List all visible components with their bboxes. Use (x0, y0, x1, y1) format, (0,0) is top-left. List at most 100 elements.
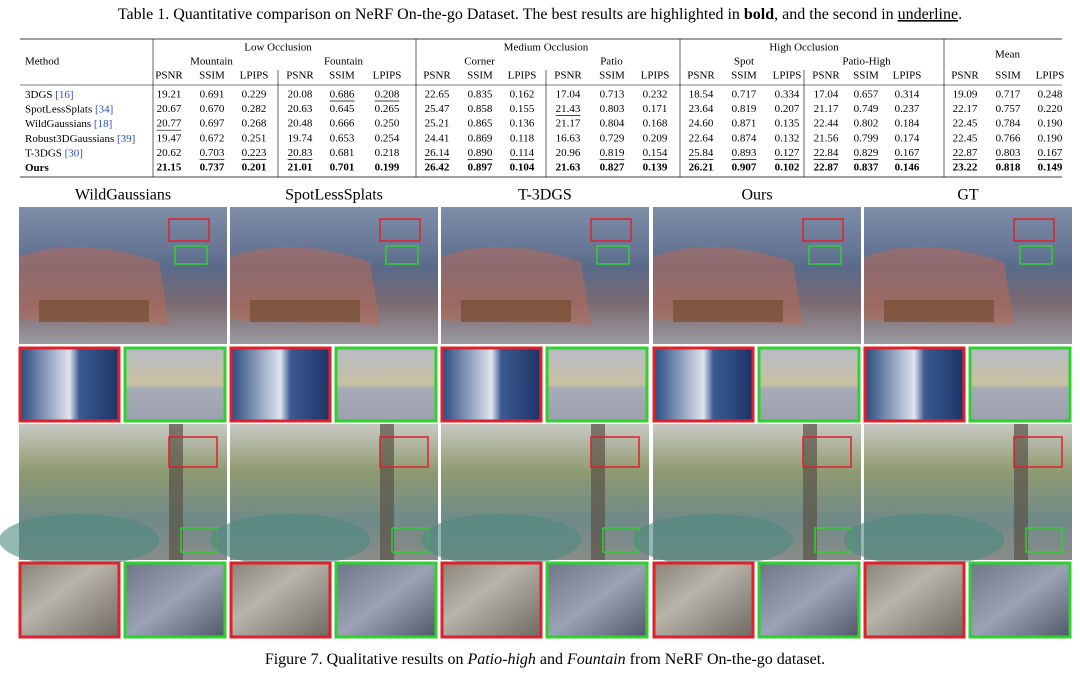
table-cell: 0.232 (643, 89, 668, 101)
table-cell: 0.167 (1038, 147, 1063, 159)
table-cell: 0.890 (468, 147, 493, 159)
metric-header: LPIPS (508, 70, 537, 82)
table-cell: 0.199 (375, 162, 400, 174)
table-cell: 0.136 (510, 118, 535, 130)
table-cell: 0.171 (643, 103, 668, 115)
metric-header: SSIM (853, 70, 879, 82)
metric-header: PSNR (812, 70, 840, 82)
table-cell: 0.251 (242, 132, 267, 144)
method-label: WildGaussians (25, 118, 91, 130)
metric-header: LPIPS (641, 70, 670, 82)
crop-red (652, 346, 755, 423)
zoom-box-green (1019, 245, 1053, 265)
table-cell: 26.21 (689, 162, 714, 174)
table-cell: 0.865 (468, 118, 493, 130)
crop-green (968, 346, 1072, 423)
table-cell: 0.265 (375, 103, 400, 115)
table-cell: 0.819 (600, 147, 625, 159)
table-cell: 0.167 (895, 147, 920, 159)
table-cell: 0.282 (242, 103, 267, 115)
metric-header: PSNR (423, 70, 451, 82)
table-cell: 22.84 (814, 147, 839, 159)
table-cell: 0.691 (200, 89, 225, 101)
table-cell: 0.717 (732, 89, 757, 101)
crop-green (757, 561, 861, 639)
table-cell: 0.803 (600, 103, 625, 115)
zoom-box-red (1013, 218, 1055, 242)
caption-part: . (958, 6, 962, 23)
table-cell: 0.799 (854, 132, 879, 144)
citation: [30] (65, 147, 83, 159)
crop-green (334, 346, 438, 423)
metric-header: SSIM (731, 70, 757, 82)
table-cell: 0.713 (600, 89, 625, 101)
table-cell: 26.14 (425, 147, 450, 159)
table-cell: 0.118 (510, 132, 535, 144)
scene-header: Spot (734, 56, 754, 68)
table-cell: 0.835 (468, 89, 493, 101)
metric-header: PSNR (554, 70, 582, 82)
zoom-box-red (590, 436, 640, 468)
scene-header: Fountain (324, 56, 364, 68)
scene-header: Patio (600, 56, 623, 68)
table-cell: 0.154 (643, 147, 668, 159)
table-cell: 0.114 (510, 147, 535, 159)
table-cell: 22.17 (953, 103, 978, 115)
caption-part: Table 1. Quantitative comparison on NeRF… (118, 6, 744, 23)
table-cell: 21.43 (556, 103, 581, 115)
table-cell: 0.897 (468, 162, 493, 174)
metric-header: PSNR (155, 70, 183, 82)
table-cell: 17.04 (556, 89, 581, 101)
table-cell: 0.818 (996, 162, 1021, 174)
image-detail (844, 514, 1004, 566)
table-cell: 0.248 (1038, 89, 1063, 101)
method-name: Robust3DGaussians [39] (25, 132, 135, 144)
image-detail (0, 514, 159, 566)
crop-green (123, 346, 227, 423)
column-label: WildGaussians (75, 187, 171, 204)
table-cell: 0.871 (732, 118, 757, 130)
zoom-box-red (590, 218, 632, 242)
table-cell: 17.04 (814, 89, 839, 101)
zoom-box-green (174, 245, 208, 265)
table-cell: 0.657 (854, 89, 879, 101)
image-detail (421, 514, 581, 566)
method-label: T-3DGS (25, 147, 62, 159)
table-cell: 0.314 (895, 89, 920, 101)
table-cell: 0.717 (996, 89, 1021, 101)
image-detail (380, 424, 394, 560)
metric-header: LPIPS (773, 70, 802, 82)
table-cell: 0.102 (775, 162, 800, 174)
table-cell: 0.803 (996, 147, 1021, 159)
table-cell: 0.135 (775, 118, 800, 130)
zoom-box-red (802, 218, 844, 242)
table-cell: 0.672 (200, 132, 225, 144)
image-detail (673, 300, 783, 322)
table-cell: 21.56 (814, 132, 839, 144)
metric-header: SSIM (995, 70, 1021, 82)
method-label: Robust3DGaussians (25, 132, 114, 144)
table-cell: 0.190 (1038, 132, 1063, 144)
method-name: T-3DGS [30] (25, 147, 83, 159)
method-name: WildGaussians [18] (25, 118, 112, 130)
image-detail (884, 300, 994, 322)
table-cell: 0.132 (775, 132, 800, 144)
zoom-box-red (168, 436, 218, 468)
metric-header: LPIPS (1036, 70, 1065, 82)
method-label: 3DGS (25, 89, 53, 101)
table-cell: 20.67 (157, 103, 182, 115)
table-cell: 0.766 (996, 132, 1021, 144)
caption-part: and (536, 651, 567, 668)
zoom-box-green (1025, 527, 1063, 553)
table-cell: 0.149 (1038, 162, 1063, 174)
crop-red (652, 561, 755, 639)
image-detail (39, 300, 149, 322)
table-cell: 0.162 (510, 89, 535, 101)
table-cell: 0.201 (242, 162, 267, 174)
table-cell: 0.653 (330, 132, 355, 144)
crop-red (229, 346, 332, 423)
crop-red (440, 346, 543, 423)
table-cell: 21.63 (556, 162, 581, 174)
table-cell: 18.54 (689, 89, 714, 101)
metric-header: SSIM (329, 70, 355, 82)
